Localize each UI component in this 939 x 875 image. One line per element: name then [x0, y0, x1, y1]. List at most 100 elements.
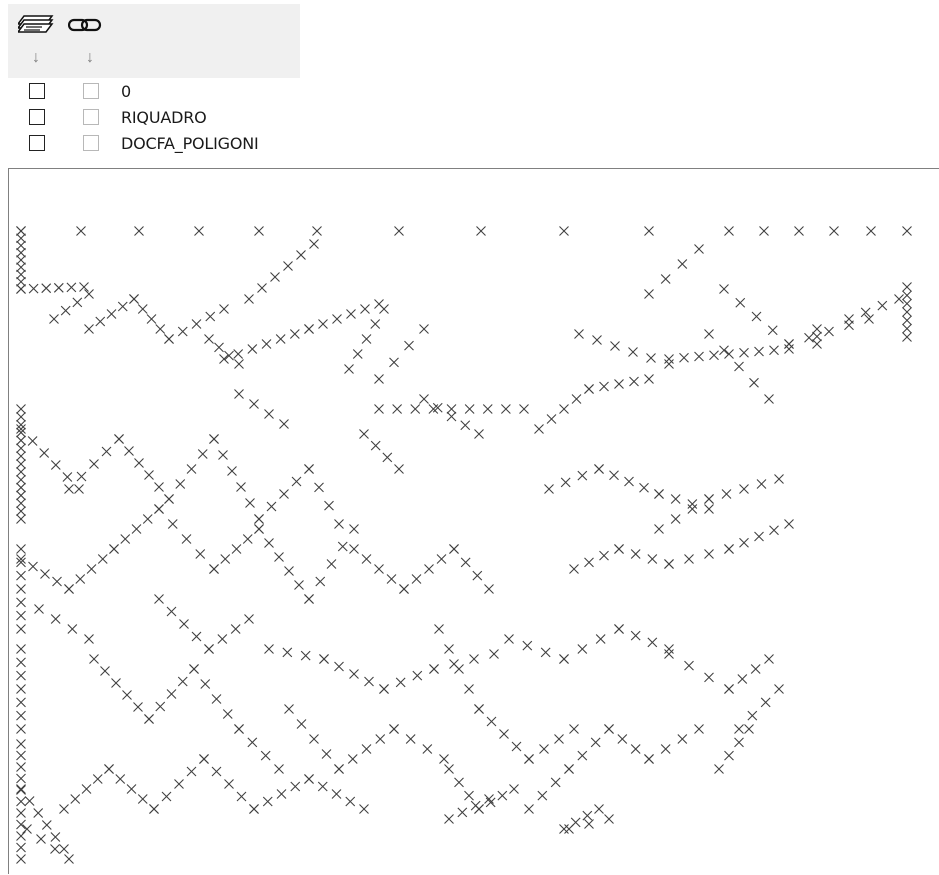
point-marker-icon	[262, 796, 273, 807]
point-marker-icon	[524, 804, 534, 814]
point-marker-icon	[41, 820, 52, 830]
layer-visibility-checkbox[interactable]	[29, 135, 45, 151]
point-marker-icon	[16, 474, 26, 485]
point-marker-icon	[522, 640, 533, 651]
point-marker-icon	[231, 544, 242, 554]
point-marker-icon	[550, 777, 561, 788]
point-marker-icon	[504, 634, 514, 644]
point-marker-icon	[617, 734, 628, 744]
point-marker-icon	[224, 779, 234, 789]
point-marker-icon	[284, 704, 294, 714]
layer-link-checkbox[interactable]	[83, 135, 99, 151]
point-marker-icon	[16, 584, 26, 594]
layer-visibility-checkbox[interactable]	[29, 109, 45, 125]
point-marker-icon	[664, 354, 674, 364]
point-marker-icon	[812, 331, 822, 342]
point-marker-icon	[16, 404, 26, 414]
point-marker-icon	[546, 414, 557, 424]
point-marker-icon	[361, 334, 372, 344]
point-marker-icon	[500, 404, 511, 414]
point-marker-icon	[191, 631, 202, 642]
point-marker-icon	[628, 347, 638, 357]
point-marker-icon	[270, 272, 280, 282]
point-marker-icon	[16, 435, 26, 446]
point-marker-icon	[614, 624, 624, 634]
point-marker-icon	[39, 448, 50, 458]
layer-row[interactable]: DOCFA_POLIGONI	[0, 132, 300, 154]
layer-name: DOCFA_POLIGONI	[121, 134, 259, 153]
point-marker-icon	[264, 538, 274, 548]
layer-row[interactable]: 0	[0, 80, 300, 102]
point-marker-icon	[149, 804, 159, 814]
point-marker-icon	[144, 470, 154, 480]
point-marker-icon	[309, 734, 319, 744]
point-marker-icon	[181, 534, 192, 544]
point-marker-icon	[296, 250, 306, 260]
point-marker-icon	[16, 785, 26, 795]
point-marker-icon	[227, 466, 237, 476]
layer-stack-icon[interactable]	[16, 14, 54, 41]
point-marker-icon	[664, 559, 674, 569]
point-marker-icon	[709, 350, 719, 361]
point-marker-icon	[16, 247, 26, 258]
point-marker-icon	[569, 564, 579, 574]
point-marker-icon	[404, 340, 414, 351]
point-marker-icon	[101, 446, 112, 457]
point-marker-icon	[544, 484, 554, 494]
point-marker-icon	[126, 784, 137, 794]
point-marker-icon	[664, 359, 674, 369]
point-marker-icon	[74, 484, 84, 494]
point-marker-icon	[584, 819, 594, 829]
point-marker-icon	[117, 301, 128, 312]
point-marker-icon	[486, 716, 497, 727]
point-marker-icon	[677, 734, 688, 744]
point-marker-icon	[244, 614, 254, 624]
point-marker-icon	[470, 800, 481, 811]
point-marker-icon	[444, 764, 454, 774]
point-marker-icon	[379, 684, 389, 694]
drawing-canvas[interactable]	[8, 168, 939, 874]
point-marker-icon	[474, 704, 484, 714]
point-marker-icon	[334, 661, 344, 672]
point-marker-icon	[724, 349, 734, 359]
layer-link-checkbox[interactable]	[83, 109, 99, 125]
point-marker-icon	[764, 654, 774, 664]
point-marker-icon	[60, 305, 71, 316]
point-marker-icon	[249, 399, 259, 409]
point-marker-icon	[460, 557, 471, 568]
point-marker-icon	[472, 570, 483, 581]
point-marker-icon	[364, 676, 374, 687]
point-marker-icon	[395, 677, 406, 688]
point-marker-icon	[812, 339, 822, 349]
point-marker-icon	[111, 678, 121, 688]
point-marker-icon	[687, 504, 698, 514]
layer-row[interactable]: RIQUADRO	[0, 106, 300, 128]
point-marker-icon	[41, 283, 52, 294]
point-marker-icon	[577, 644, 588, 654]
point-marker-icon	[315, 576, 326, 587]
point-marker-icon	[595, 634, 606, 644]
point-marker-icon	[16, 670, 26, 681]
layer-link-checkbox[interactable]	[83, 83, 99, 99]
point-marker-icon	[719, 345, 729, 356]
point-marker-icon	[704, 549, 714, 559]
point-marker-icon	[124, 446, 134, 456]
layer-visibility-checkbox[interactable]	[29, 83, 45, 99]
point-marker-icon	[219, 304, 229, 314]
point-marker-icon	[16, 427, 26, 438]
point-marker-icon	[559, 654, 569, 664]
chain-link-icon[interactable]	[67, 18, 102, 37]
point-marker-icon	[220, 554, 231, 564]
point-marker-icon	[560, 477, 571, 488]
point-marker-icon	[317, 781, 328, 792]
point-marker-icon	[704, 504, 714, 514]
point-marker-icon	[244, 294, 254, 304]
point-marker-icon	[137, 304, 148, 314]
layer-panel: ↓ ↓ 0 RIQUADRO DOCFA_POLIGONI	[0, 0, 300, 170]
point-marker-icon	[794, 226, 804, 236]
point-marker-icon	[902, 315, 912, 326]
point-marker-icon	[352, 349, 363, 359]
point-marker-icon	[16, 831, 26, 841]
point-marker-icon	[347, 754, 358, 764]
point-marker-icon	[16, 419, 26, 430]
